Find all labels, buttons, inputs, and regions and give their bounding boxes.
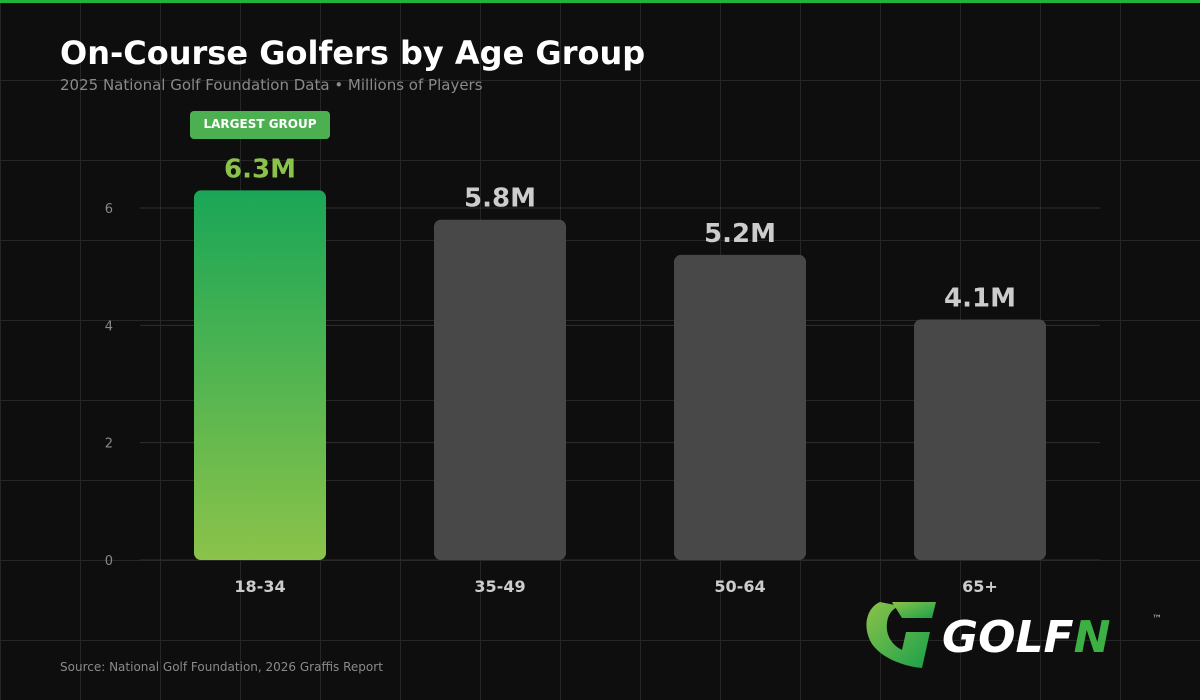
data-label: 6.3M bbox=[224, 154, 296, 184]
bar bbox=[914, 319, 1046, 560]
y-tick-label: 6 bbox=[105, 202, 113, 217]
top-accent-line bbox=[0, 0, 1200, 3]
svg-text:™: ™ bbox=[1152, 614, 1162, 625]
data-label: 5.2M bbox=[704, 219, 776, 249]
largest-group-badge bbox=[190, 111, 330, 139]
x-tick-label: 50-64 bbox=[714, 577, 765, 596]
x-tick-label: 65+ bbox=[962, 577, 998, 596]
y-tick-label: 4 bbox=[105, 319, 113, 334]
golfn-logo: GOLFN ™ bbox=[862, 598, 1182, 670]
data-label: 4.1M bbox=[944, 283, 1016, 313]
data-label: 5.8M bbox=[464, 184, 536, 214]
y-tick-label: 2 bbox=[105, 437, 113, 452]
chart-subtitle: 2025 National Golf Foundation Data • Mil… bbox=[60, 76, 483, 94]
bar bbox=[194, 190, 326, 560]
bar bbox=[434, 219, 566, 560]
chart-title: On-Course Golfers by Age Group bbox=[60, 34, 646, 72]
bar bbox=[674, 254, 806, 560]
svg-text:GOLFN: GOLFN bbox=[942, 612, 1110, 663]
y-tick-label: 0 bbox=[105, 554, 113, 569]
x-tick-label: 35-49 bbox=[474, 577, 525, 596]
x-tick-label: 18-34 bbox=[234, 577, 285, 596]
source-note: Source: National Golf Foundation, 2026 G… bbox=[60, 660, 383, 674]
golfn-logo-mark: GOLFN ™ bbox=[866, 602, 1162, 668]
largest-group-badge-label: LARGEST GROUP bbox=[203, 117, 316, 131]
